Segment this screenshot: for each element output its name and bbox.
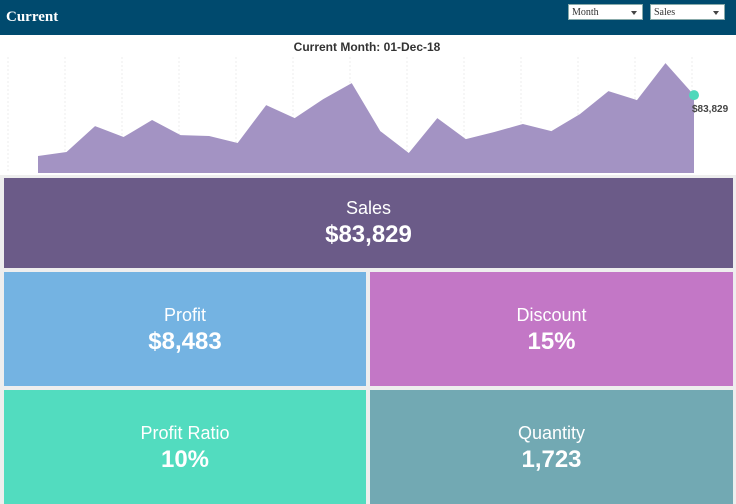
kpi-value: $8,483	[148, 328, 222, 355]
kpi-tile: Profit $8,483	[4, 272, 366, 386]
dropdown-arrow	[631, 11, 637, 15]
kpi-value: 1,723	[521, 446, 582, 473]
kpi-value: $83,829	[325, 221, 412, 248]
header-title: Current	[6, 9, 59, 25]
dropdown-text: Month	[572, 7, 599, 18]
chart-panel: Current Month: 01-Dec-18 $83,829	[0, 35, 736, 175]
dropdown-text: Sales	[654, 7, 676, 18]
measure-dropdown[interactable]: Sales	[650, 4, 725, 20]
kpi-tile: Profit Ratio 10%	[4, 390, 366, 504]
value-label: $83,829	[692, 104, 729, 115]
header-bar: Current Month Sales	[0, 0, 736, 35]
kpi-tile: Quantity 1,723	[370, 390, 733, 504]
kpi-tile: Sales $83,829	[4, 178, 733, 268]
kpi-value: 15%	[527, 328, 576, 355]
kpi-tile: Discount 15%	[370, 272, 733, 386]
area	[38, 63, 694, 173]
dropdown-arrow	[713, 11, 719, 15]
month-dropdown[interactable]: Month	[568, 4, 643, 20]
kpi-label: Profit Ratio	[140, 423, 230, 443]
point-marker	[689, 90, 699, 101]
kpi-value: 10%	[160, 446, 210, 473]
chart-title: Current Month: 01-Dec-18	[294, 40, 441, 54]
kpi-label: Quantity	[517, 423, 586, 443]
kpi-label: Sales	[345, 198, 392, 218]
kpi-label: Discount	[516, 305, 587, 325]
kpi-label: Profit	[163, 305, 206, 325]
chart: Current Month: 01-Dec-18 $83,829	[7, 40, 729, 173]
